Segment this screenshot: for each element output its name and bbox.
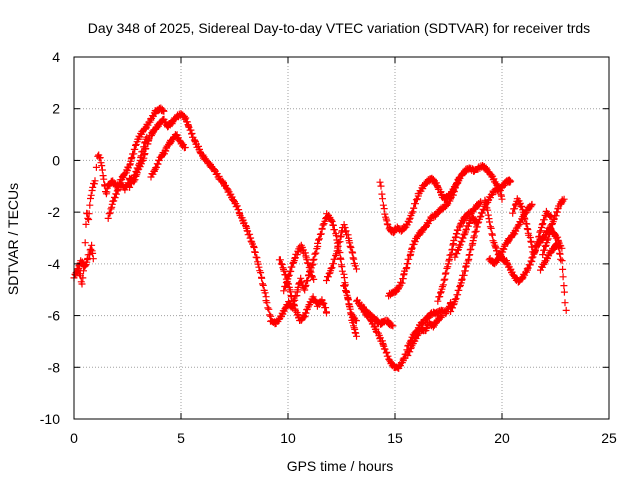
data-segment [404, 312, 446, 359]
y-tick-label: -8 [48, 359, 61, 375]
data-segment [447, 176, 515, 315]
y-axis-label: SDTVAR / TECUs [5, 183, 21, 295]
x-axis-label: GPS time / hours [287, 458, 394, 474]
chart-title: Day 348 of 2025, Sidereal Day-to-day VTE… [88, 20, 590, 36]
data-segment [147, 131, 189, 181]
data-segment [104, 104, 168, 222]
data-segment [509, 195, 555, 257]
data-segment [126, 133, 151, 191]
data-segment [280, 241, 318, 295]
y-tick-label: -6 [48, 308, 61, 324]
x-tick-label: 25 [601, 430, 617, 446]
data-point-markers [539, 195, 568, 259]
y-tick-label: 4 [52, 49, 60, 65]
axes: 0 5 10 15 20 25 -10 -8 -6 -4 -2 0 2 4 [40, 49, 617, 446]
x-tick-label: 15 [387, 430, 403, 446]
data-point-markers [451, 213, 480, 261]
x-tick-label: 20 [494, 430, 510, 446]
data-segment [323, 221, 360, 284]
data-segment [539, 195, 568, 259]
y-tick-label: -4 [48, 256, 61, 272]
y-tick-label: 2 [52, 101, 60, 117]
data-point-markers [357, 301, 397, 330]
data-point-markers [509, 195, 555, 257]
x-tick-label: 10 [280, 430, 296, 446]
data-segment [275, 256, 330, 324]
data-segment [376, 174, 463, 237]
data-segment [72, 241, 97, 277]
data-segment [340, 282, 360, 340]
data-point-markers [353, 296, 455, 372]
data-point-markers [70, 110, 360, 328]
data-segment [537, 239, 570, 314]
data-point-markers [340, 282, 360, 340]
data-point-markers [126, 133, 151, 191]
data-point-markers [280, 241, 318, 295]
data-layer [70, 104, 570, 372]
data-point-markers [434, 198, 485, 305]
data-point-markers [104, 104, 168, 222]
data-point-markers [537, 239, 570, 314]
data-segment [353, 296, 455, 372]
data-segment [70, 110, 360, 328]
y-tick-label: 0 [52, 152, 60, 168]
data-point-markers [404, 312, 446, 359]
data-point-markers [72, 241, 97, 277]
data-segment [357, 301, 397, 330]
data-point-markers [275, 256, 330, 324]
x-tick-label: 0 [70, 430, 78, 446]
data-point-markers [376, 174, 463, 237]
x-tick-label: 5 [177, 430, 185, 446]
y-tick-label: -2 [48, 204, 61, 220]
data-point-markers [147, 131, 189, 181]
y-tick-label: -10 [40, 411, 60, 427]
data-segment [434, 198, 485, 305]
data-point-markers [447, 176, 515, 315]
data-point-markers [323, 221, 360, 284]
plot-frame [73, 56, 610, 420]
data-segment [451, 213, 480, 261]
